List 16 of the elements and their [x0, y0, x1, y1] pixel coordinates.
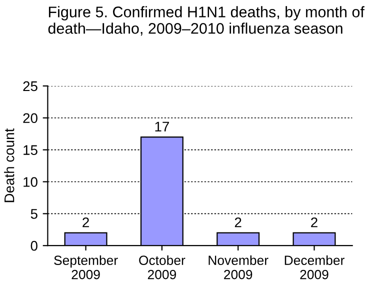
y-tick-label: 20: [23, 113, 38, 124]
x-tick-label: October 2009: [139, 255, 186, 280]
y-tick-label: 10: [24, 177, 38, 187]
y-tick-label: 5: [30, 209, 38, 219]
chart-title: Figure 5. Confirmed H1N1 deaths, by month of death—Idaho, 2009–2010 influenza season: [48, 6, 364, 36]
data-label: 2: [311, 217, 318, 228]
x-tick-label: December 2009: [284, 255, 344, 280]
y-tick-label: 0: [30, 240, 38, 251]
y-axis-title: Death count: [4, 128, 14, 202]
x-tick-label: November 2009: [208, 255, 268, 280]
data-label: 2: [82, 217, 89, 228]
data-label: 2: [234, 217, 242, 228]
y-tick-label: 15: [24, 145, 38, 155]
y-tick-label: 25: [23, 81, 38, 92]
data-label: 17: [155, 122, 169, 132]
x-tick-label: September 2009: [54, 255, 118, 280]
